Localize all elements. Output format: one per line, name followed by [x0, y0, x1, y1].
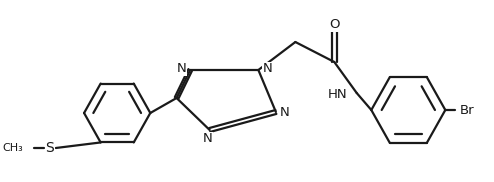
Text: N: N — [203, 132, 212, 145]
Text: N: N — [280, 106, 289, 120]
Text: O: O — [329, 19, 339, 31]
Text: N: N — [262, 62, 272, 76]
Text: S: S — [45, 141, 54, 155]
Text: N: N — [176, 62, 186, 76]
Text: Br: Br — [459, 104, 474, 116]
Text: CH₃: CH₃ — [2, 143, 23, 153]
Text: HN: HN — [328, 88, 347, 102]
